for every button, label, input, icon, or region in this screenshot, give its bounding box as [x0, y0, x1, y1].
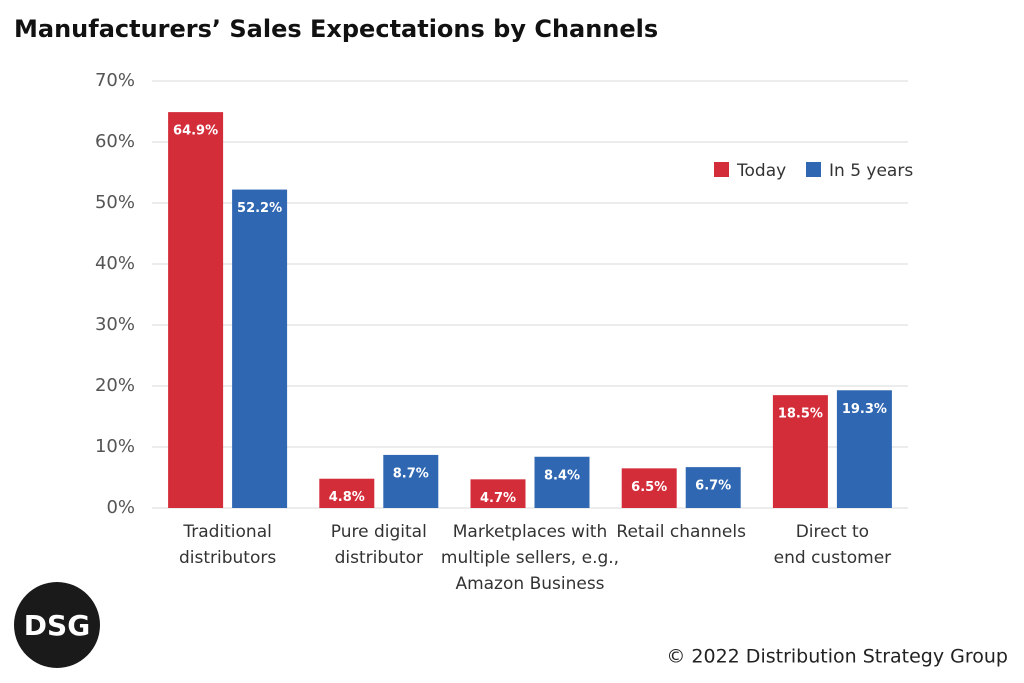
legend-swatch: [714, 162, 729, 177]
x-tick-label: Marketplaces with: [453, 522, 608, 542]
y-tick-label: 20%: [95, 375, 135, 396]
x-tick-label: Traditional: [182, 522, 272, 542]
x-tick-label: Direct to: [796, 522, 869, 542]
bar: [319, 478, 375, 508]
x-tick-label: distributor: [335, 548, 423, 568]
bar: [836, 390, 892, 508]
bar: [383, 454, 439, 508]
value-label: 6.5%: [631, 480, 667, 495]
value-label: 8.4%: [544, 468, 580, 483]
value-label: 6.7%: [695, 479, 731, 494]
bar: [772, 395, 828, 508]
value-label: 4.8%: [329, 490, 365, 505]
chart-title: Manufacturers’ Sales Expectations by Cha…: [14, 15, 658, 43]
footer: © 2022 Distribution Strategy Group: [666, 646, 1008, 668]
bar: [232, 189, 288, 508]
y-tick-label: 10%: [95, 436, 135, 457]
x-tick-label: Retail channels: [616, 522, 746, 542]
bar: [534, 456, 590, 508]
x-tick-label: end customer: [774, 548, 891, 568]
y-tick-label: 70%: [95, 70, 135, 91]
value-label: 19.3%: [842, 402, 887, 417]
legend-swatch: [806, 162, 821, 177]
x-tick-label: Pure digital: [331, 522, 427, 542]
y-tick-label: 40%: [95, 253, 135, 274]
bar: [685, 467, 741, 508]
value-label: 64.9%: [173, 124, 218, 139]
legend-label: In 5 years: [829, 161, 913, 181]
y-tick-label: 50%: [95, 192, 135, 213]
logo-badge: [14, 582, 100, 668]
value-label: 18.5%: [778, 407, 823, 422]
y-tick-label: 30%: [95, 314, 135, 335]
value-label: 8.7%: [393, 466, 429, 481]
bar: [621, 468, 677, 508]
legend-label: Today: [736, 161, 786, 181]
logo: DSG: [24, 609, 90, 642]
bar: [470, 479, 526, 508]
x-tick-label: distributors: [179, 548, 276, 568]
bar: [168, 112, 224, 509]
value-label: 4.7%: [480, 491, 516, 506]
x-tick-label: Amazon Business: [455, 574, 604, 594]
value-label: 52.2%: [237, 201, 282, 216]
y-tick-label: 60%: [95, 131, 135, 152]
y-tick-label: 0%: [106, 497, 135, 518]
x-tick-label: multiple sellers, e.g.,: [441, 548, 619, 568]
